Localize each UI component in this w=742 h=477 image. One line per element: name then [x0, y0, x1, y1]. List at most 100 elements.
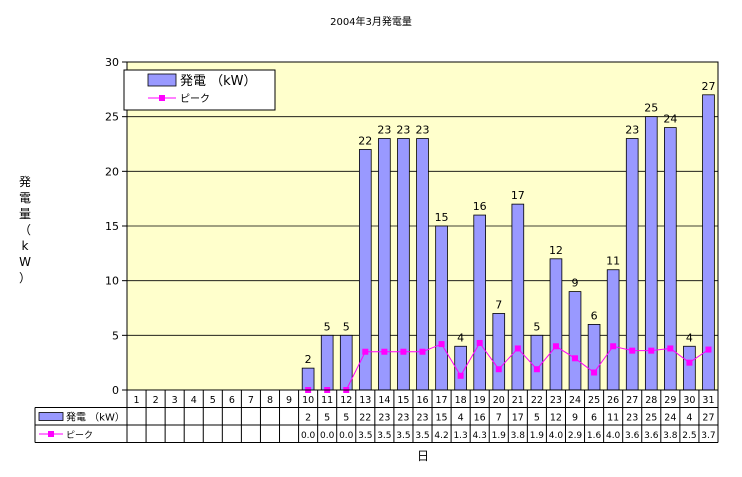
table-key-peak-marker	[48, 431, 54, 437]
peak-point	[610, 343, 617, 350]
x-tick-label: 14	[378, 395, 390, 406]
table-cell-peak: 3.6	[644, 431, 659, 441]
table-cell-generation: 4	[686, 413, 692, 424]
legend-key-generation	[147, 73, 177, 87]
x-tick-label: 28	[645, 395, 657, 406]
table-cell-peak: 3.5	[377, 431, 391, 441]
bar-value-label: 23	[377, 124, 391, 137]
table-cell-generation: 17	[512, 413, 524, 424]
y-tick-label: 15	[105, 220, 119, 233]
table-cell-generation: 25	[645, 413, 657, 424]
peak-point	[572, 355, 579, 362]
peak-point	[533, 366, 540, 373]
table-cell-generation: 23	[378, 413, 390, 424]
bar	[587, 323, 601, 391]
x-tick-label: 24	[569, 395, 581, 406]
legend-key-peak-marker	[159, 95, 165, 101]
bar-value-label: 27	[701, 80, 715, 93]
table-cell-generation: 22	[359, 413, 371, 424]
bar	[549, 258, 563, 391]
table-cell-peak: 4.3	[473, 431, 487, 441]
y-tick-label: 25	[105, 111, 119, 124]
y-axis-label-char: 電	[19, 191, 31, 205]
x-tick-label: 11	[321, 395, 333, 406]
x-tick-label: 17	[436, 395, 448, 406]
bar-value-label: 4	[686, 331, 693, 344]
table-cell-peak: 4.2	[434, 431, 448, 441]
x-tick-label: 18	[455, 395, 467, 406]
y-axis-label-char: （	[19, 223, 31, 237]
x-tick-label: 8	[267, 395, 273, 406]
x-tick-label: 7	[248, 395, 254, 406]
bar-value-label: 5	[343, 320, 350, 333]
table-cell-peak: 3.8	[511, 431, 526, 441]
peak-point	[686, 359, 693, 366]
bar-value-label: 5	[533, 320, 540, 333]
bar-value-label: 6	[591, 309, 598, 322]
x-tick-label: 2	[153, 395, 159, 406]
bar-value-label: 15	[435, 211, 449, 224]
bar	[492, 313, 506, 391]
bar	[606, 269, 620, 391]
bar-value-label: 16	[473, 200, 487, 213]
bar-value-label: 24	[663, 113, 677, 126]
peak-point	[457, 372, 464, 379]
bar	[320, 334, 334, 391]
table-cell-generation: 27	[702, 413, 714, 424]
peak-point	[400, 348, 407, 355]
x-tick-label: 16	[416, 395, 428, 406]
peak-point	[419, 348, 426, 355]
bar	[683, 345, 696, 391]
table-cell-peak: 1.3	[453, 431, 467, 441]
x-tick-label: 21	[512, 395, 524, 406]
table-cell-peak: 0.0	[339, 431, 354, 441]
x-tick-label: 20	[493, 395, 505, 406]
peak-point	[648, 347, 655, 354]
peak-point	[381, 348, 388, 355]
bars	[301, 94, 715, 391]
bar	[435, 225, 448, 391]
table-cell-generation: 11	[607, 413, 619, 424]
table-cell-generation: 16	[474, 413, 486, 424]
y-axis-label-char: 量	[19, 207, 31, 221]
bar-value-label: 2	[305, 353, 312, 366]
table-cell-peak: 0.0	[301, 431, 316, 441]
x-tick-label: 3	[172, 395, 178, 406]
table-cell-generation: 5	[343, 413, 349, 424]
table-cell-generation: 5	[534, 413, 540, 424]
table-cell-peak: 1.9	[492, 431, 507, 441]
x-tick-label: 4	[191, 395, 197, 406]
x-tick-label: 5	[210, 395, 216, 406]
table-cell-peak: 2.9	[568, 431, 583, 441]
peak-series-line	[308, 342, 709, 391]
table-cell-peak: 4.0	[606, 431, 621, 441]
table-cell-generation: 23	[626, 413, 638, 424]
legend: 発電 （kW） ピーク	[123, 69, 276, 111]
x-tick-label: 30	[683, 395, 695, 406]
bar-value-label: 25	[644, 102, 658, 115]
x-axis-label: 日	[417, 449, 429, 463]
table-cell-peak: 3.5	[358, 431, 372, 441]
x-tick-label: 15	[397, 395, 409, 406]
table-cell-generation: 4	[458, 413, 464, 424]
table-cell-peak: 1.6	[587, 431, 602, 441]
x-tick-label: 1	[134, 395, 140, 406]
y-axis-label-char: 発	[19, 175, 31, 189]
y-tick-label: 10	[105, 275, 119, 288]
peak-point	[629, 347, 636, 354]
peak-point	[495, 366, 502, 373]
x-tick-label: 10	[302, 395, 314, 406]
table-cell-peak: 3.5	[415, 431, 429, 441]
x-tick-label: 25	[588, 395, 600, 406]
bar-value-label: 22	[358, 134, 372, 147]
bar-value-label: 5	[324, 320, 331, 333]
peak-point	[591, 369, 598, 376]
bar-value-label: 9	[572, 277, 579, 290]
y-ticks: 0 5 10 15 20 25 30	[105, 56, 127, 397]
table-cell-peak: 0.0	[320, 431, 335, 441]
bar	[511, 203, 525, 391]
table-cell-peak: 2.5	[682, 431, 696, 441]
table-cell-peak: 3.6	[625, 431, 640, 441]
table-key-generation	[38, 412, 64, 421]
